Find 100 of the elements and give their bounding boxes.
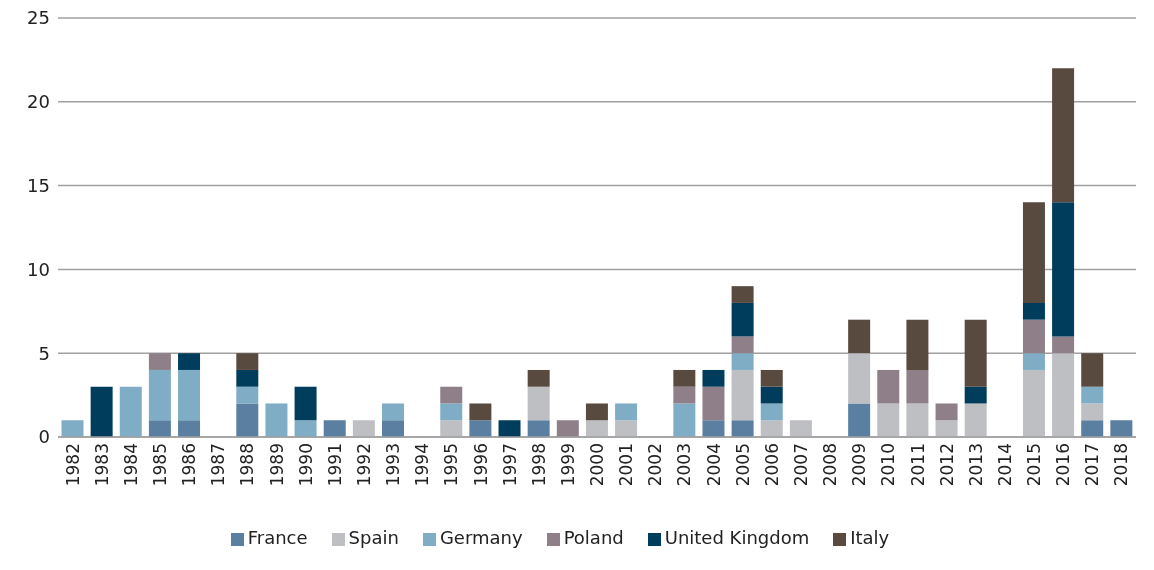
- x-tick-label: 1991: [324, 443, 345, 487]
- bar: [178, 420, 201, 437]
- bar: [381, 420, 404, 437]
- bar: [964, 319, 987, 387]
- bar: [702, 420, 725, 437]
- bar: [760, 369, 783, 387]
- y-tick-label: 15: [27, 174, 50, 196]
- bar: [1081, 420, 1104, 437]
- bar: [731, 369, 754, 421]
- bar: [789, 420, 812, 437]
- bar: [352, 420, 375, 437]
- bar: [1081, 353, 1104, 387]
- bar: [964, 386, 987, 404]
- bar: [236, 386, 259, 404]
- bar: [935, 403, 958, 421]
- x-tick-label: 2009: [849, 443, 870, 487]
- y-tick-label: 0: [38, 426, 50, 448]
- bar: [702, 369, 725, 387]
- bar: [877, 403, 900, 437]
- bar: [294, 386, 317, 421]
- x-tick-label: 1983: [91, 443, 112, 487]
- bar: [236, 353, 259, 370]
- bar: [877, 369, 900, 404]
- x-tick-label: 1989: [266, 443, 287, 487]
- bar: [848, 403, 871, 437]
- bar: [731, 353, 754, 370]
- x-tick-label: 2011: [907, 443, 928, 487]
- x-tick-label: 1990: [295, 443, 316, 487]
- y-tick-label: 20: [27, 91, 50, 113]
- bar: [848, 353, 871, 404]
- bar: [1022, 319, 1045, 354]
- x-tick-label: 2001: [616, 443, 637, 487]
- bar: [527, 369, 550, 387]
- x-tick-label: 1986: [179, 443, 200, 487]
- x-tick-label: 2017: [1082, 443, 1103, 487]
- bar: [585, 420, 608, 437]
- x-tick-label: 2008: [820, 443, 841, 487]
- bar: [848, 319, 871, 354]
- x-tick-label: 2018: [1111, 443, 1132, 487]
- x-tick-label: 1992: [353, 443, 374, 487]
- legend-label: United Kingdom: [664, 527, 810, 548]
- x-tick-label: 2016: [1053, 443, 1074, 487]
- bar: [731, 336, 754, 354]
- bar: [469, 420, 492, 437]
- x-tick-label: 2015: [1024, 443, 1045, 487]
- x-tick-label: 1984: [120, 443, 141, 487]
- bar: [1022, 302, 1045, 320]
- bar: [1052, 336, 1075, 354]
- bar: [935, 420, 958, 437]
- bar: [90, 386, 113, 437]
- legend-label: Poland: [563, 527, 624, 548]
- x-tick-label: 2005: [732, 443, 753, 487]
- x-tick-label: 1997: [499, 443, 520, 487]
- x-tick-label: 2014: [994, 443, 1015, 487]
- legend-label: Spain: [348, 527, 399, 548]
- x-tick-label: 2010: [878, 443, 899, 487]
- legend-label: Italy: [850, 527, 890, 548]
- x-tick-label: 2004: [703, 443, 724, 487]
- x-tick-label: 1994: [412, 443, 433, 487]
- bar: [1110, 420, 1133, 437]
- x-tick-label: 1982: [62, 443, 83, 487]
- bar: [1052, 202, 1075, 337]
- bar: [61, 420, 84, 437]
- x-tick-label: 2000: [587, 443, 608, 487]
- bar: [119, 386, 142, 437]
- x-tick-label: 2013: [965, 443, 986, 487]
- bar: [1081, 403, 1104, 421]
- x-tick-label: 2006: [761, 443, 782, 487]
- legend-label: Germany: [439, 527, 523, 548]
- bar: [440, 403, 463, 421]
- bar: [731, 420, 754, 437]
- y-tick-label: 25: [27, 7, 50, 29]
- x-tick-label: 2003: [674, 443, 695, 487]
- bar: [1022, 202, 1045, 303]
- bar: [178, 369, 201, 421]
- x-tick-label: 1987: [208, 443, 229, 487]
- bar: [615, 403, 638, 421]
- bar: [1022, 353, 1045, 370]
- bar: [556, 420, 579, 437]
- bar: [527, 420, 550, 437]
- bar: [236, 369, 259, 387]
- bar: [148, 353, 171, 370]
- bar: [585, 403, 608, 421]
- x-tick-label: 1998: [528, 443, 549, 487]
- bar: [731, 286, 754, 303]
- bar: [381, 403, 404, 421]
- x-tick-label: 1996: [470, 443, 491, 487]
- x-tick-label: 2002: [645, 443, 666, 487]
- x-tick-label: 1993: [383, 443, 404, 487]
- bar: [1022, 369, 1045, 437]
- bar: [236, 403, 259, 437]
- bar: [760, 420, 783, 437]
- bar: [178, 353, 201, 370]
- legend-label: France: [247, 527, 308, 548]
- bar: [673, 403, 696, 437]
- x-tick-label: 1988: [237, 443, 258, 487]
- bar: [673, 386, 696, 404]
- x-tick-label: 1995: [441, 443, 462, 487]
- bar: [148, 369, 171, 421]
- bar: [964, 403, 987, 437]
